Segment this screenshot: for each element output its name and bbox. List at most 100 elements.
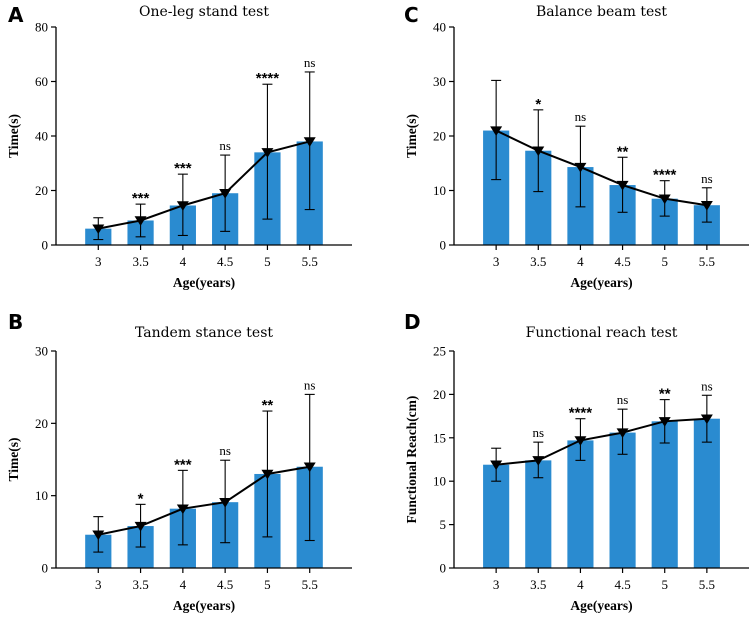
- panel-b-x-tick-label: 3: [95, 577, 102, 592]
- panel-d-significance: ns: [617, 392, 629, 407]
- panel-c-significance: ****: [653, 167, 677, 184]
- panel-c-letter: C: [404, 3, 419, 27]
- panel-d-x-tick-label: 4: [577, 577, 584, 592]
- panel-c-mean-line: [495, 129, 708, 207]
- panel-d-y-tick-label: 0: [440, 561, 447, 576]
- panel-c-x-tick-label: 3.5: [530, 254, 546, 269]
- panel-d-xlabel: Age(years): [570, 598, 632, 613]
- panel-c-y-tick-label: 30: [433, 74, 446, 89]
- panel-d-x-tick-label: 3.5: [530, 577, 546, 592]
- panel-c-x-tick-label: 5.5: [699, 254, 715, 269]
- panel-c-y-tick-label: 20: [433, 129, 446, 144]
- panel-d-x-tick-label: 4.5: [614, 577, 630, 592]
- panel-d-significance: **: [659, 386, 671, 403]
- panel-b-significance: **: [262, 397, 274, 414]
- panel-c-significance: *: [535, 96, 541, 113]
- panel-c-significance: ns: [575, 109, 587, 124]
- panel-b-marker: [134, 521, 147, 532]
- panel-a-significance: ****: [256, 70, 280, 87]
- panel-d-y-tick-label: 25: [433, 344, 446, 359]
- panel-c-marker: [700, 201, 713, 211]
- panel-c-y-tick-label: 40: [433, 20, 446, 35]
- panel-d-ylabel: Functional Reach(cm): [404, 396, 419, 524]
- panel-a-y-tick-label: 60: [35, 74, 48, 89]
- panel-c-marker: [658, 194, 671, 205]
- panel-d-bar: [651, 421, 678, 568]
- panel-a-x-tick-label: 4.5: [217, 254, 233, 269]
- panel-d-y-tick-label: 10: [433, 474, 446, 489]
- panel-c-x-tick-label: 3: [493, 254, 500, 269]
- panel-b-marker: [176, 504, 189, 515]
- panel-a: A One-leg stand test *** *** ns **** ns 0 20 40 60…: [6, 3, 352, 290]
- panel-b-marker: [92, 530, 105, 541]
- panel-a-x-tick-label: 4: [180, 254, 187, 269]
- panel-b-x-tick-label: 4.5: [217, 577, 233, 592]
- panel-c-x-tick-label: 5: [661, 254, 668, 269]
- panel-a-marker: [261, 148, 274, 158]
- panel-d-bar: [483, 464, 510, 568]
- panel-d-letter: D: [404, 310, 421, 334]
- panel-b-significance: *: [138, 490, 144, 507]
- panel-d-y-tick-label: 5: [440, 517, 447, 532]
- panel-a-x-tick-label: 3: [95, 254, 102, 269]
- panel-a-significance: ***: [132, 190, 150, 207]
- panel-d-bar: [693, 418, 720, 568]
- panel-a-y-tick-label: 20: [35, 183, 48, 198]
- panel-d-x-tick-label: 5: [661, 577, 668, 592]
- panel-c-marker: [532, 146, 545, 157]
- panel-a-mean-line: [98, 140, 310, 230]
- panel-c-marker: [616, 180, 629, 191]
- panel-a-y-tick-label: 40: [35, 129, 48, 144]
- panel-a-significance: ns: [304, 55, 316, 70]
- panel-a-x-tick-label: 3.5: [132, 254, 148, 269]
- panel-d-x-tick-label: 3: [493, 577, 500, 592]
- panel-a-marker: [219, 189, 232, 199]
- panel-c-xlabel: Age(years): [570, 275, 632, 290]
- panel-c-y-tick-label: 0: [440, 238, 447, 253]
- panel-d-mean-line: [496, 417, 707, 466]
- panel-d-marker: [616, 428, 629, 438]
- panel-b-y-tick-label: 10: [35, 488, 48, 503]
- panel-b-significance: ns: [219, 443, 231, 458]
- panel-b-title: Tandem stance test: [135, 325, 273, 341]
- panel-c-significance: ns: [701, 171, 713, 186]
- panel-d-significance: ns: [533, 425, 545, 440]
- panel-b-marker: [303, 462, 316, 473]
- panel-c-marker: [490, 126, 503, 136]
- panel-b-y-tick-label: 20: [35, 416, 48, 431]
- panel-c-title: Balance beam test: [536, 4, 667, 20]
- panel-d-marker: [532, 456, 545, 466]
- panel-c-y-tick-label: 10: [433, 183, 446, 198]
- panel-a-marker: [176, 201, 189, 211]
- panel-b-letter: B: [8, 310, 23, 334]
- panel-a-marker: [303, 137, 316, 147]
- panel-b-significance: ns: [304, 377, 316, 392]
- panel-b-x-tick-label: 5.5: [302, 577, 318, 592]
- panel-d-y-tick-label: 20: [433, 387, 446, 402]
- panel-d-bar: [567, 440, 594, 568]
- panel-b-x-tick-label: 5: [264, 577, 271, 592]
- panel-c-x-tick-label: 4: [577, 254, 584, 269]
- panel-b-ylabel: Time(s): [6, 438, 21, 482]
- panel-a-marker: [134, 216, 147, 226]
- panel-b-x-tick-label: 3.5: [132, 577, 148, 592]
- panel-d-significance: ****: [569, 405, 593, 422]
- panel-a-xlabel: Age(years): [173, 275, 235, 290]
- panel-a-y-tick-label: 0: [42, 238, 49, 253]
- panel-a-marker: [92, 224, 105, 235]
- panel-d-y-tick-label: 15: [433, 430, 446, 445]
- panel-b-mean-line: [98, 465, 310, 536]
- panel-b-xlabel: Age(years): [173, 598, 235, 613]
- panel-d-bar: [609, 432, 636, 568]
- panel-d-significance: ns: [701, 378, 713, 393]
- panel-d-marker: [658, 417, 671, 427]
- panel-a-ylabel: Time(s): [6, 114, 21, 158]
- panel-b-marker: [219, 497, 232, 508]
- panel-b-y-tick-label: 0: [42, 561, 49, 576]
- panel-a-letter: A: [8, 3, 24, 27]
- panel-c-x-tick-label: 4.5: [614, 254, 630, 269]
- panel-b-marker: [261, 469, 274, 480]
